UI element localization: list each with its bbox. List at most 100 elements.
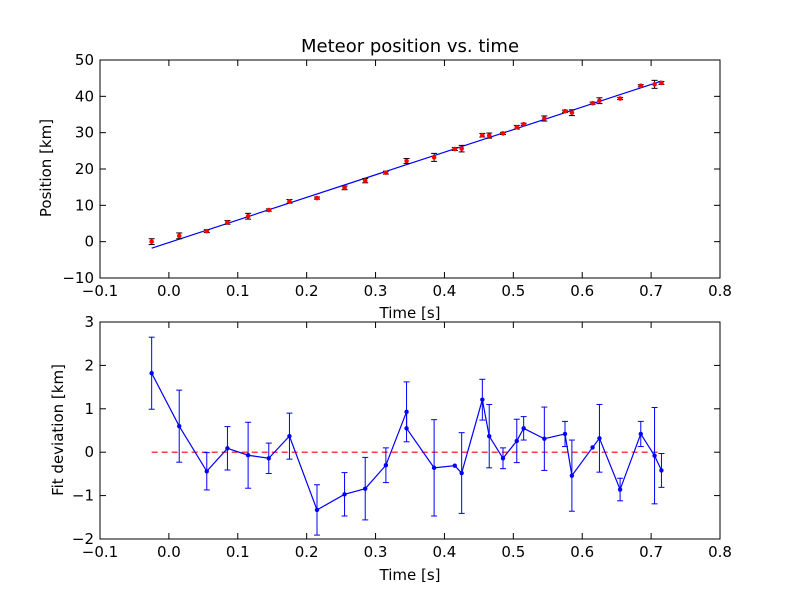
x-tick-label: 0.5 xyxy=(501,543,525,561)
position-plot-area: −0.1 0.0 0.1 0.2 0.3 0.4 0.5 0.6 0.7 0.8 −10 0 10 20 3… xyxy=(62,51,732,300)
deviation-point xyxy=(514,438,519,444)
data-point xyxy=(486,133,492,138)
data-point xyxy=(266,207,272,213)
deviation-point xyxy=(617,487,623,492)
data-point xyxy=(514,124,520,130)
x-tick-label: 0.4 xyxy=(433,282,457,300)
x-tick-label: 0.6 xyxy=(570,543,594,561)
deviation-point xyxy=(404,426,409,431)
x-tick-label: 0.6 xyxy=(570,282,594,300)
deviation-point xyxy=(569,473,575,478)
deviation-point xyxy=(590,445,595,450)
data-point xyxy=(176,233,182,239)
x-tick-label: 0.7 xyxy=(639,282,663,300)
data-point xyxy=(431,155,437,160)
y-tick-label: 40 xyxy=(75,87,94,105)
deviation-point xyxy=(404,409,409,415)
x-tick-label: −0.1 xyxy=(82,543,118,561)
y-axis-label: Position [km] xyxy=(37,119,55,217)
data-point xyxy=(521,122,526,127)
x-tick-label: 0.5 xyxy=(501,282,525,300)
x-tick-label: 0.0 xyxy=(157,543,181,561)
y-tick-label: −2 xyxy=(72,530,94,548)
data-point xyxy=(638,83,644,89)
deviation-point xyxy=(597,436,602,441)
data-point xyxy=(225,220,230,225)
data-point xyxy=(659,80,664,86)
data-point xyxy=(617,96,623,101)
y-axis-label: Fit deviation [km] xyxy=(49,364,67,496)
x-tick-label: 0.8 xyxy=(708,543,732,561)
deviation-point xyxy=(342,492,347,497)
data-point xyxy=(149,239,154,244)
deviation-point xyxy=(431,465,437,471)
deviation-point xyxy=(638,431,643,437)
y-tick-label: 30 xyxy=(75,124,94,142)
data-point xyxy=(362,178,368,183)
data-point xyxy=(597,98,602,103)
data-point xyxy=(500,131,506,136)
deviation-point xyxy=(314,507,320,513)
x-tick-label: 0.2 xyxy=(295,543,319,561)
x-axis-label: Time [s] xyxy=(379,566,441,584)
y-tick-label: −10 xyxy=(62,269,94,287)
data-point xyxy=(542,116,547,121)
x-tick-label: 0.8 xyxy=(708,282,732,300)
data-point xyxy=(569,110,575,115)
deviation-point xyxy=(177,423,182,429)
deviation-point xyxy=(266,456,271,461)
y-tick-label: 50 xyxy=(75,51,94,69)
data-point xyxy=(404,158,409,164)
data-point xyxy=(314,195,320,201)
x-tick-label: 0.2 xyxy=(295,282,319,300)
data-point xyxy=(459,146,464,151)
deviation-point xyxy=(521,426,526,431)
deviation-point xyxy=(383,463,389,468)
position-chart: Meteor position vs. time −0.1 0.0 0.1 0.2 0.… xyxy=(37,36,732,322)
y-tick-label: 2 xyxy=(84,356,94,374)
x-tick-label: 0.7 xyxy=(639,543,663,561)
deviation-point xyxy=(562,431,568,437)
fit-line xyxy=(151,80,662,249)
deviation-point xyxy=(245,453,251,458)
deviation-point xyxy=(652,453,657,458)
deviation-point xyxy=(225,446,230,451)
data-point xyxy=(287,199,292,204)
deviation-point xyxy=(459,470,464,476)
plot-frame xyxy=(99,321,721,540)
y-tick-label: 0 xyxy=(84,443,94,461)
deviation-point xyxy=(363,486,368,491)
data-point xyxy=(245,213,251,219)
x-tick-label: −0.1 xyxy=(82,282,118,300)
y-tick-label: 20 xyxy=(75,160,94,178)
data-point xyxy=(562,108,568,114)
deviation-point xyxy=(542,436,547,441)
deviation-point xyxy=(204,469,209,474)
deviation-point xyxy=(487,433,492,439)
x-tick-label: 0.3 xyxy=(364,543,388,561)
deviation-point xyxy=(500,456,506,461)
data-point xyxy=(480,132,485,138)
x-tick-label: 0.1 xyxy=(226,543,250,561)
data-point xyxy=(383,170,389,175)
data-point xyxy=(342,185,347,191)
x-tick-label: 0.0 xyxy=(157,282,181,300)
deviation-point xyxy=(659,468,664,473)
data-point xyxy=(204,228,210,234)
data-point xyxy=(452,146,458,152)
data-point xyxy=(590,100,595,106)
deviation-plot-area: −0.1 0.0 0.1 0.2 0.3 0.4 0.5 0.6 0.7 0.8 −2 −1 0 1 2 3 xyxy=(72,313,732,561)
chart-title: Meteor position vs. time xyxy=(301,36,519,57)
y-tick-label: 1 xyxy=(84,400,94,418)
y-tick-label: 3 xyxy=(84,313,94,331)
data-point xyxy=(652,82,657,87)
x-axis-label: Time [s] xyxy=(379,304,441,322)
y-tick-label: 0 xyxy=(84,233,94,251)
x-tick-label: 0.3 xyxy=(364,282,388,300)
deviation-point xyxy=(480,397,485,402)
deviation-chart: −0.1 0.0 0.1 0.2 0.3 0.4 0.5 0.6 0.7 0.8−2−10123 … xyxy=(49,313,732,584)
deviation-point xyxy=(287,433,292,439)
y-tick-label: −1 xyxy=(72,487,94,505)
deviation-point xyxy=(452,463,457,468)
